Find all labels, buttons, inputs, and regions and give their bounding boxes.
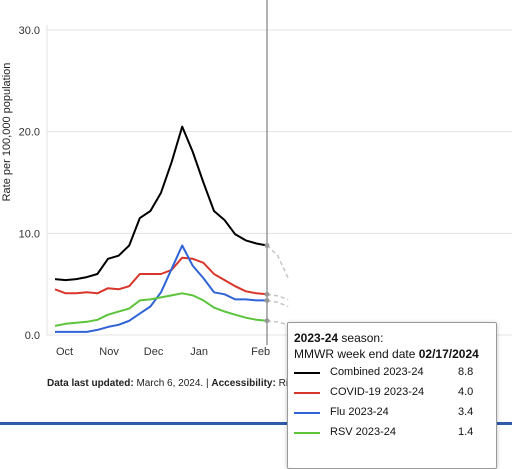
x-tick-label: Jan: [190, 346, 208, 358]
chart: 0.0 10.0 20.0 30.0 Oct Nov Dec Jan Feb Rate per …: [1, 0, 512, 358]
tooltip-series-name: RSV 2023-24: [330, 426, 397, 438]
y-tick-label: 0.0: [25, 330, 40, 342]
hover-marker: [264, 297, 270, 303]
data-updated-note: Data last updated: March 6, 2024. | Acce…: [47, 378, 299, 389]
hover-markers: [264, 243, 270, 324]
axes: 0.0 10.0 20.0 30.0 Oct Nov Dec Jan Feb: [19, 25, 270, 358]
page-divider: [0, 422, 512, 425]
y-tick-label: 10.0: [19, 228, 40, 240]
hover-marker: [264, 291, 270, 297]
series-line: [54, 292, 268, 327]
tooltip-swatch: [294, 412, 320, 414]
projection-line: [266, 320, 289, 326]
hover-marker: [264, 318, 270, 324]
tooltip-series-value: 8.8: [458, 366, 474, 378]
projection-line: [266, 244, 289, 279]
tooltip-swatch: [294, 392, 320, 394]
tooltip-row: Flu 2023-24 3.4: [294, 406, 490, 420]
projection-lines: [266, 244, 289, 326]
tooltip-series-name: Combined 2023-24: [330, 366, 424, 378]
y-axis-title: Rate per 100,000 population: [1, 63, 13, 202]
x-tick-label: Oct: [56, 346, 73, 358]
tooltip-swatch: [294, 372, 320, 374]
tooltip-series-value: 4.0: [458, 386, 474, 398]
tooltip-row: COVID-19 2023-24 4.0: [294, 386, 490, 400]
updated-value: March 6, 2024. |: [136, 378, 209, 389]
tooltip-series-name: COVID-19 2023-24: [330, 386, 425, 398]
x-tick-label: Feb: [251, 346, 270, 358]
series-line: [54, 125, 268, 282]
chart-tooltip: 2023-24 season: MMWR week end date 02/17…: [287, 322, 497, 469]
tooltip-row: RSV 2023-24 1.4: [294, 426, 490, 440]
tooltip-row: Combined 2023-24 8.8: [294, 366, 490, 380]
x-tick-label: Nov: [99, 346, 119, 358]
projection-line: [266, 299, 289, 308]
tooltip-week: MMWR week end date 02/17/2024: [294, 347, 479, 361]
tooltip-series-name: Flu 2023-24: [330, 406, 389, 418]
x-tick-label: Dec: [144, 346, 164, 358]
projection-line: [266, 293, 289, 301]
tooltip-series-value: 1.4: [458, 426, 474, 438]
tooltip-swatch: [294, 432, 320, 434]
series-line: [54, 256, 268, 296]
series-lines: [54, 125, 268, 333]
hover-marker: [264, 243, 270, 249]
accessibility-label: Accessibility:: [211, 378, 276, 389]
series-line: [55, 244, 267, 333]
y-tick-label: 30.0: [19, 25, 40, 37]
tooltip-title: 2023-24 season:: [294, 331, 384, 345]
updated-label: Data last updated:: [47, 378, 134, 389]
tooltip-series-value: 3.4: [458, 406, 474, 418]
y-tick-label: 20.0: [19, 127, 40, 139]
